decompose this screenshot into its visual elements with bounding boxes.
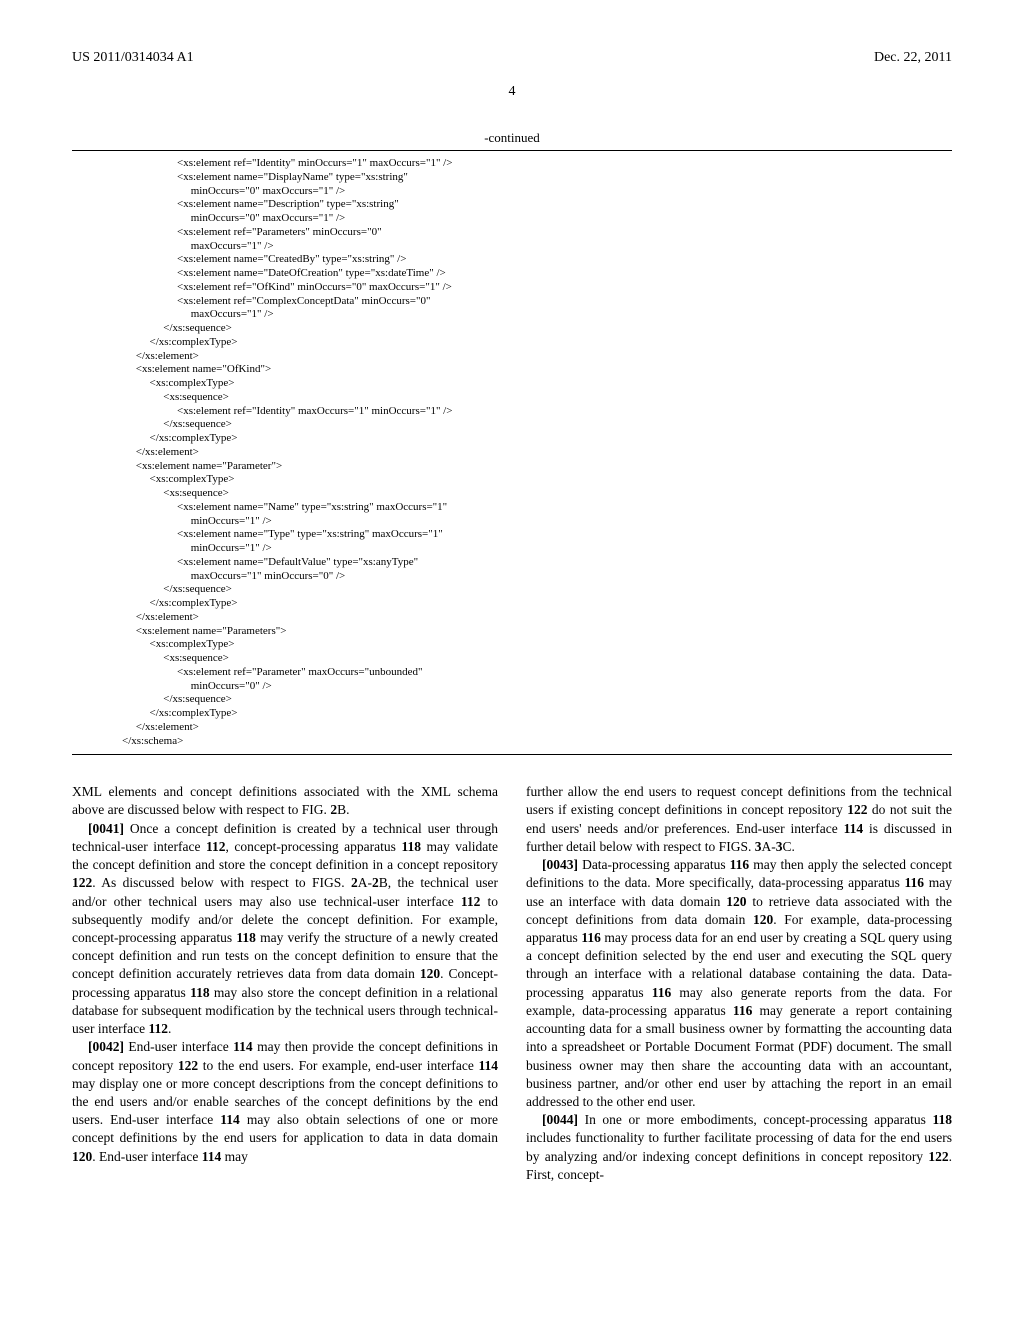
paragraph-0044: [0044] In one or more embodiments, conce… <box>526 1111 952 1184</box>
paragraph-0043: [0043] Data-processing apparatus 116 may… <box>526 856 952 1111</box>
para-number: [0041] <box>88 821 124 836</box>
para-number: [0044] <box>542 1112 578 1127</box>
continued-label: -continued <box>72 130 952 146</box>
paragraph-0042: [0042] End-user interface 114 may then p… <box>72 1038 498 1166</box>
right-column: further allow the end users to request c… <box>526 783 952 1184</box>
publication-number: US 2011/0314034 A1 <box>72 50 194 66</box>
text-columns: XML elements and concept definitions ass… <box>72 783 952 1184</box>
paragraph-0041: [0041] Once a concept definition is crea… <box>72 820 498 1039</box>
para-number: [0042] <box>88 1039 124 1054</box>
publication-date: Dec. 22, 2011 <box>874 50 952 66</box>
patent-page: US 2011/0314034 A1 Dec. 22, 2011 4 -cont… <box>0 0 1024 1244</box>
paragraph-continuation: XML elements and concept definitions ass… <box>72 783 498 819</box>
left-column: XML elements and concept definitions ass… <box>72 783 498 1184</box>
page-number: 4 <box>72 84 952 100</box>
para-number: [0043] <box>542 857 578 872</box>
page-header: US 2011/0314034 A1 Dec. 22, 2011 <box>72 50 952 66</box>
xml-schema-block: <xs:element ref="Identity" minOccurs="1"… <box>72 150 952 755</box>
xml-schema-code: <xs:element ref="Identity" minOccurs="1"… <box>72 157 952 748</box>
paragraph-continuation: further allow the end users to request c… <box>526 783 952 856</box>
